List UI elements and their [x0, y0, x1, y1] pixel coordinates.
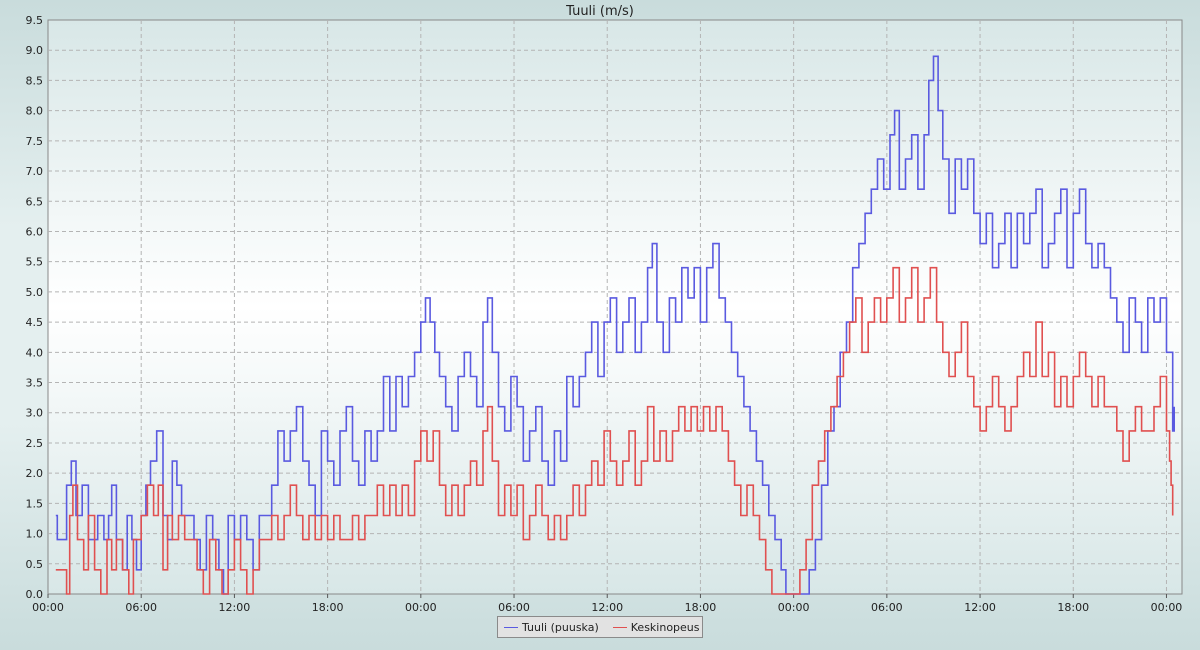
- legend-label-gust: Tuuli (puuska): [522, 620, 599, 634]
- y-tick-label: 3.5: [26, 377, 44, 390]
- x-tick-label: 18:00: [1057, 601, 1089, 614]
- y-tick-label: 9.0: [26, 44, 44, 57]
- x-tick-label: 12:00: [964, 601, 996, 614]
- x-tick-label: 12:00: [219, 601, 251, 614]
- legend-label-average: Keskinopeus: [630, 620, 700, 634]
- x-tick-label: 06:00: [125, 601, 157, 614]
- y-tick-label: 4.0: [26, 346, 44, 359]
- y-tick-label: 8.0: [26, 105, 44, 118]
- legend: Tuuli (puuska) Keskinopeus: [497, 616, 703, 638]
- y-tick-label: 0.5: [26, 558, 44, 571]
- y-tick-label: 4.5: [26, 316, 44, 329]
- y-tick-label: 3.0: [26, 407, 44, 420]
- legend-item-average: Keskinopeus: [612, 620, 700, 634]
- legend-swatch-gust: [504, 626, 518, 628]
- x-tick-label: 18:00: [312, 601, 344, 614]
- series-line-average: [55, 266, 1174, 595]
- chart-title: Tuuli (m/s): [565, 4, 634, 19]
- y-tick-label: 2.0: [26, 467, 44, 480]
- y-tick-label: 1.0: [26, 528, 44, 541]
- x-tick-label: 12:00: [591, 601, 623, 614]
- y-tick-label: 8.5: [26, 74, 44, 87]
- x-tick-label: 00:00: [778, 601, 810, 614]
- y-tick-label: 6.0: [26, 225, 44, 238]
- x-tick-label: 06:00: [498, 601, 530, 614]
- x-tick-label: 00:00: [32, 601, 64, 614]
- y-tick-label: 2.5: [26, 437, 44, 450]
- x-tick-label: 00:00: [405, 601, 437, 614]
- y-tick-label: 5.0: [26, 286, 44, 299]
- y-tick-label: 1.5: [26, 497, 44, 510]
- y-tick-label: 7.0: [26, 165, 44, 178]
- y-tick-label: 5.5: [26, 256, 44, 269]
- legend-item-gust: Tuuli (puuska): [504, 621, 599, 634]
- plot-background: [47, 19, 1183, 595]
- y-tick-label: 9.5: [26, 14, 44, 27]
- x-tick-label: 06:00: [871, 601, 903, 614]
- legend-swatch-average: [612, 626, 627, 628]
- x-tick-label: 00:00: [1151, 601, 1183, 614]
- y-tick-label: 7.5: [26, 135, 44, 148]
- y-tick-label: 0.0: [26, 588, 44, 601]
- y-tick-label: 6.5: [26, 195, 44, 208]
- x-tick-label: 18:00: [685, 601, 717, 614]
- plot-area: 0.0 0.5 1.0 1.5 2.0 2.5 3.0 3.5 4.0 4.5 5.0 5.5 6.0 6…: [26, 14, 1183, 614]
